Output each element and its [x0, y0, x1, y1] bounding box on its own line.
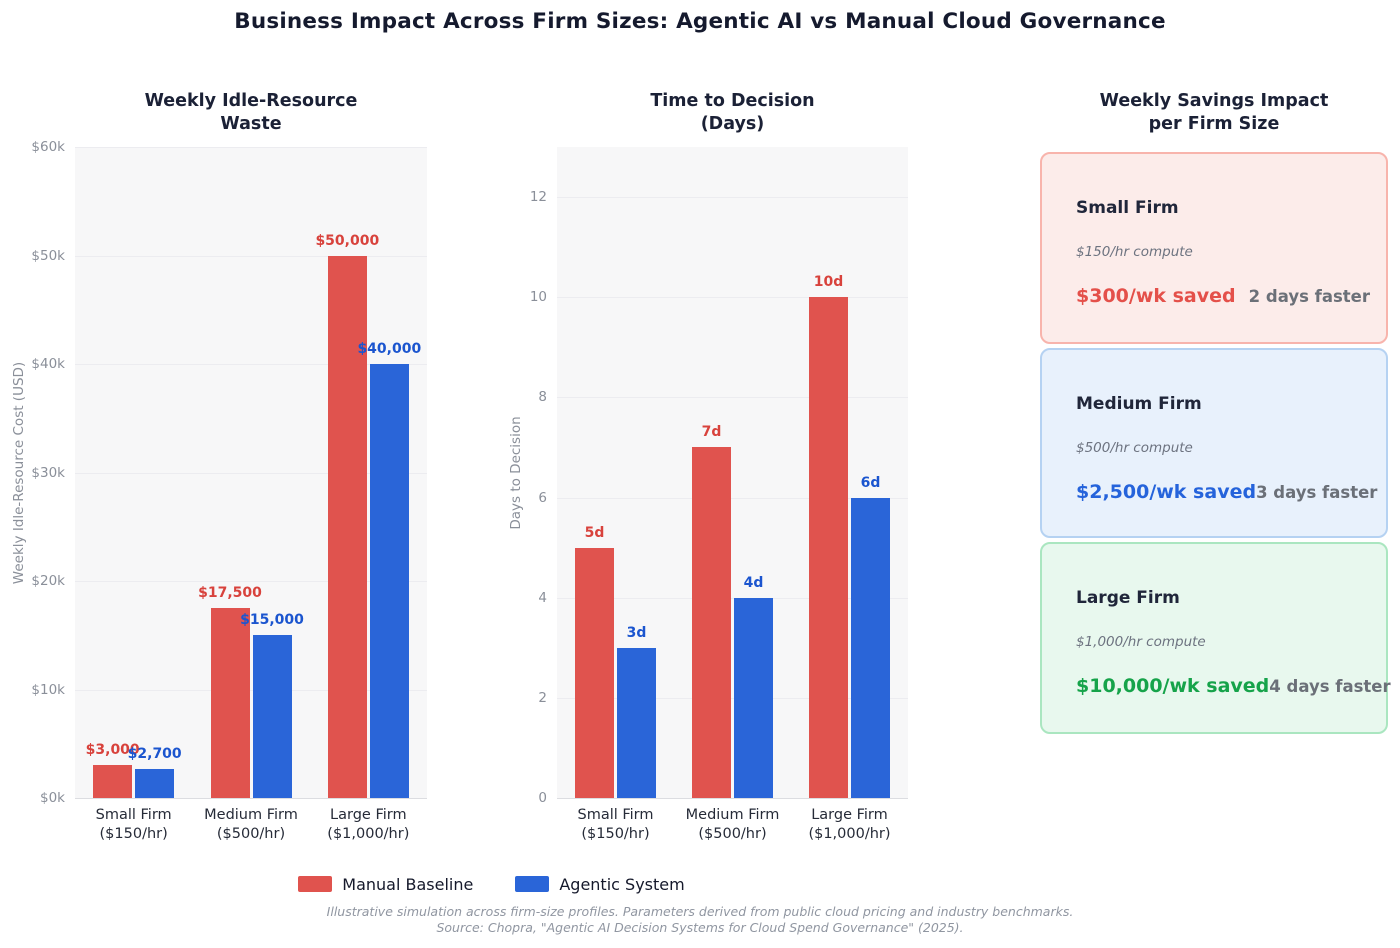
decision-chart-plot: 0 2 4 6 8 10 12 Small Firm ($150/hr) 5d 3d Medium … [530, 147, 908, 842]
card-subtitle: $500/hr compute [1076, 440, 1193, 456]
gridline [557, 497, 908, 499]
y-tick-label: $40k [31, 356, 65, 372]
legend-item-agentic-system: Agentic System [515, 874, 685, 894]
figure-caption: Illustrative simulation across firm-size… [0, 904, 1400, 936]
agentic-system-swatch-icon [515, 876, 550, 892]
bar-agentic-system [252, 635, 292, 798]
card-saved-value: $2,500/wk saved [1076, 481, 1257, 503]
category-label: Medium Firm ($500/hr) [685, 807, 780, 842]
bar-manual-baseline [575, 547, 614, 798]
card-heading: Large Firm [1076, 588, 1180, 608]
savings-card-small-firm: Small Firm $150/hr compute $300/wk saved… [1040, 152, 1388, 344]
gridline [75, 581, 427, 582]
gridline [557, 597, 908, 599]
gridline [557, 397, 908, 399]
legend: Manual Baseline Agentic System [75, 872, 908, 896]
bar-value-label: $40,000 [357, 341, 422, 357]
bar-value-label: 7d [701, 424, 722, 441]
category-label: Medium Firm ($500/hr) [204, 807, 298, 842]
bar-manual-baseline [692, 447, 731, 798]
y-tick-label: $30k [31, 464, 65, 481]
category-label: Large Firm ($1,000/hr) [808, 807, 891, 842]
y-tick-label: 0 [538, 790, 547, 806]
gridline [557, 297, 908, 299]
bar-value-label: 3d [626, 624, 647, 641]
legend-item-manual-baseline: Manual Baseline [298, 875, 473, 894]
gridline [75, 472, 427, 474]
legend-label: Manual Baseline [342, 874, 474, 894]
y-tick-label: 12 [529, 189, 547, 206]
caption-line-1: Illustrative simulation across firm-size… [326, 904, 1074, 919]
bar-manual-baseline [93, 765, 133, 798]
bar-manual-baseline [327, 255, 367, 798]
gridline [75, 689, 427, 691]
y-tick-label: 4 [538, 589, 547, 606]
card-saved-value: $300/wk saved [1076, 285, 1236, 307]
card-metrics-row: $2,500/wk saved 3 days faster [1076, 481, 1377, 503]
card-metrics-row: $10,000/wk saved 4 days faster [1076, 675, 1391, 697]
y-tick-label: 8 [538, 389, 547, 406]
category-label: Small Firm ($150/hr) [577, 807, 654, 842]
manual-baseline-swatch-icon [298, 876, 333, 892]
card-saved-value: $10,000/wk saved [1076, 675, 1270, 697]
bar-manual-baseline [210, 608, 250, 798]
card-heading: Medium Firm [1076, 394, 1202, 414]
category-label: Small Firm ($150/hr) [95, 807, 172, 842]
bar-agentic-system [369, 364, 409, 798]
bar-agentic-system [851, 497, 890, 798]
y-tick-label: $60k [31, 139, 65, 155]
card-faster-value: 4 days faster [1269, 677, 1391, 696]
waste-chart-title: Weekly Idle-Resource Waste [144, 91, 358, 134]
decision-chart-yaxis-label-text: Days to Decision [508, 415, 524, 530]
card-metrics-row: $300/wk saved 2 days faster [1076, 285, 1370, 307]
y-tick-label: 6 [538, 489, 547, 506]
y-tick-label: $10k [31, 681, 65, 698]
card-subtitle: $150/hr compute [1076, 244, 1193, 260]
y-tick-label: $50k [31, 247, 65, 264]
decision-chart-title: Time to Decision (Days) [650, 91, 815, 134]
card-heading: Small Firm [1076, 198, 1179, 218]
bar-value-label: $17,500 [198, 585, 262, 602]
gridline [557, 697, 908, 699]
figure-title: Business Impact Across Firm Sizes: Agent… [234, 9, 1166, 34]
bar-agentic-system [617, 647, 656, 798]
bar-value-label: $3,000 [85, 742, 140, 759]
y-tick-label: $20k [31, 573, 65, 589]
savings-card-medium-firm: Medium Firm $500/hr compute $2,500/wk sa… [1040, 348, 1388, 538]
y-tick-label: 2 [538, 689, 547, 706]
bar-value-label: 6d [860, 474, 881, 491]
bar-value-label: $2,700 [127, 745, 182, 762]
bar-manual-baseline [809, 297, 848, 798]
bar-value-label: $15,000 [240, 612, 304, 629]
card-faster-value: 3 days faster [1256, 483, 1378, 502]
card-faster-value: 2 days faster [1248, 287, 1370, 306]
y-tick-label: $0k [40, 790, 65, 806]
caption-line-2: Source: Chopra, "Agentic AI Decision Sys… [436, 920, 964, 935]
waste-chart-plot: $0k $10k $20k $30k $40k $50k $60k Small Firm ($… [31, 139, 427, 842]
bar-agentic-system [734, 597, 773, 798]
savings-card-large-firm: Large Firm $1,000/hr compute $10,000/wk … [1040, 542, 1391, 734]
category-label: Large Firm ($1,000/hr) [327, 807, 410, 842]
gridline [75, 255, 427, 257]
gridline [75, 364, 427, 365]
y-tick-label: 10 [529, 289, 547, 306]
card-subtitle: $1,000/hr compute [1076, 634, 1206, 650]
bar-value-label: 4d [743, 574, 764, 591]
bar-value-label: 10d [813, 274, 844, 291]
gridline [75, 147, 427, 148]
legend-label: Agentic System [559, 874, 685, 894]
savings-panel-title: Weekly Savings Impact per Firm Size [1099, 91, 1329, 134]
bar-value-label: 5d [584, 524, 605, 541]
bar-value-label: $50,000 [315, 232, 380, 249]
gridline [557, 197, 908, 199]
bar-agentic-system [135, 768, 175, 798]
